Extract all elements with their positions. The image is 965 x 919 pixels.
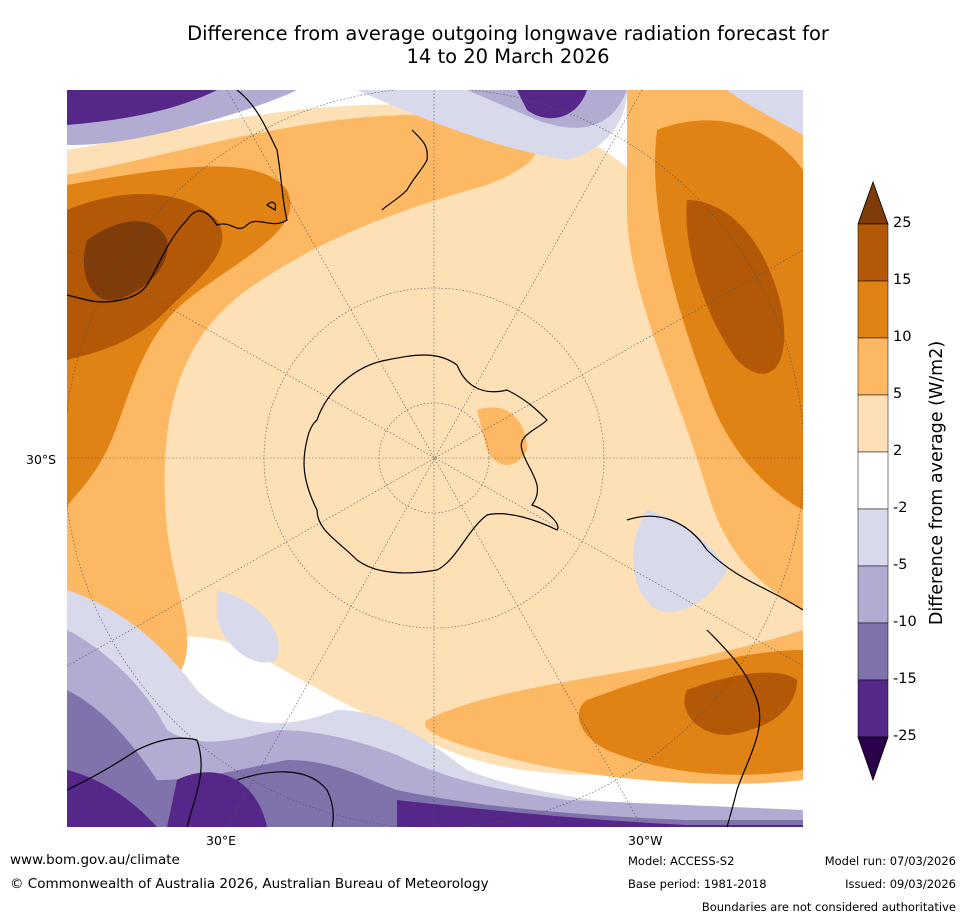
footer-base-period: Base period: 1981-2018 — [628, 877, 767, 891]
chart-title: Difference from average outgoing longwav… — [66, 22, 950, 68]
colorbar-band-m15-m25 — [857, 679, 889, 738]
colorbar-label: Difference from average (W/m2) — [927, 340, 947, 626]
footer-issued: Issued: 09/03/2026 — [845, 877, 956, 891]
colorbar-band-m5-m10 — [857, 565, 889, 624]
colorbar-cap-bottom — [857, 736, 889, 782]
footer-url[interactable]: www.bom.gov.au/climate — [10, 852, 180, 868]
colorbar-tick: 25 — [893, 215, 912, 231]
colorbar-tick: 10 — [893, 329, 912, 345]
colorbar-tick: -2 — [893, 500, 908, 516]
colorbar-band-10-15 — [857, 280, 889, 339]
polar-map — [67, 90, 803, 827]
colorbar-cap-top — [857, 180, 889, 225]
footer-copyright: © Commonwealth of Australia 2026, Austra… — [10, 876, 489, 892]
colorbar-tick: 15 — [893, 272, 912, 288]
colorbar-band-m10-m15 — [857, 622, 889, 681]
graticule — [67, 90, 803, 827]
footer-model-run: Model run: 07/03/2026 — [824, 854, 956, 868]
coastlines — [67, 90, 803, 827]
footer-model: Model: ACCESS-S2 — [628, 854, 735, 868]
colorbar-tick: -25 — [893, 728, 917, 744]
colorbar-tick: 5 — [893, 386, 903, 402]
colorbar-tick: 2 — [893, 443, 903, 459]
title-line-2: 14 to 20 March 2026 — [406, 45, 610, 68]
colorbar-band-neutral — [857, 451, 889, 510]
colorbar — [857, 180, 889, 782]
colorbar-tick: -10 — [893, 614, 917, 630]
colorbar-band-m2-m5 — [857, 508, 889, 567]
lon-label-30e: 30°E — [206, 833, 237, 848]
colorbar-band-15-25 — [857, 223, 889, 282]
footer-disclaimer: Boundaries are not considered authoritat… — [701, 900, 956, 914]
colorbar-tick: -15 — [893, 671, 917, 687]
antarctic-anomaly — [357, 363, 541, 576]
colorbar-tick: -5 — [893, 557, 908, 573]
colorbar-band-2-5 — [857, 394, 889, 453]
lon-label-30w: 30°W — [628, 833, 663, 848]
lat-label-30s: 30°S — [26, 452, 57, 467]
title-line-1: Difference from average outgoing longwav… — [187, 22, 829, 45]
colorbar-band-5-10 — [857, 337, 889, 396]
negative-anomaly-regions — [67, 90, 803, 827]
